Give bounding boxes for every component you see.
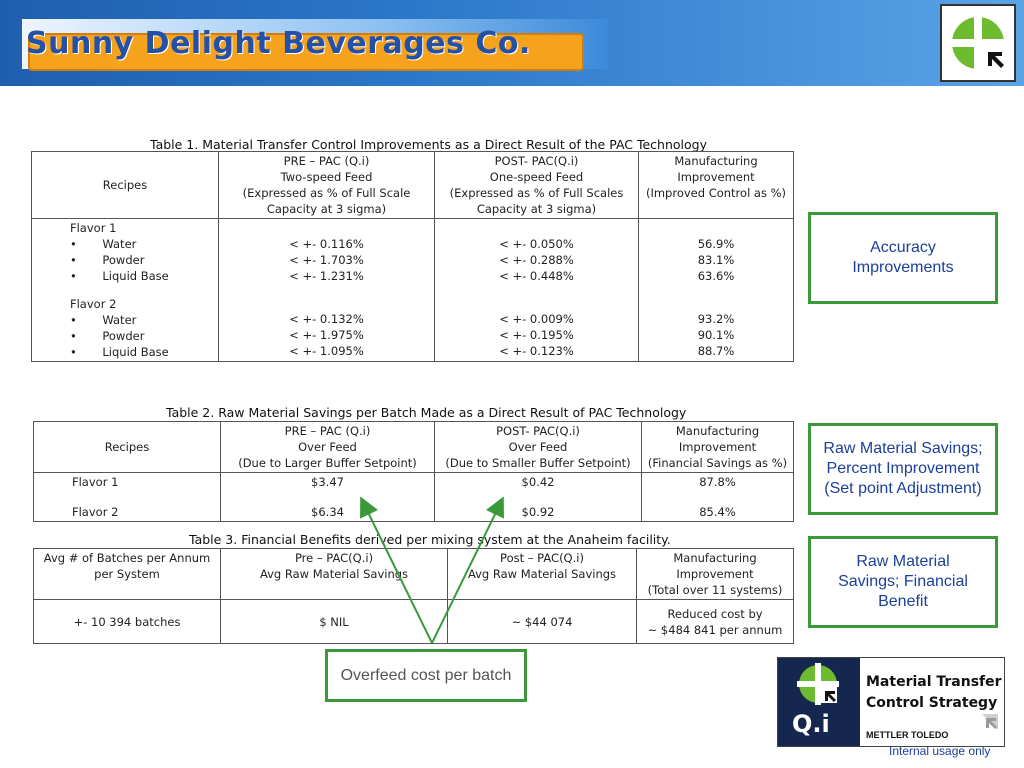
badge-qi-label: Q.i xyxy=(792,710,830,738)
table1-header-improvement: Manufacturing Improvement (Improved Cont… xyxy=(638,151,794,219)
overfeed-callout: Overfeed cost per batch xyxy=(325,649,527,702)
value-cell: < +- 1.975% xyxy=(289,328,364,342)
value-cell: $6.34 xyxy=(311,505,344,519)
table1-recipes-cell: Flavor 1 • Water • Powder • Liquid Base … xyxy=(31,218,219,362)
raw-financial-box: Raw Material Savings; Financial Benefit xyxy=(808,536,998,628)
value-cell: 63.6% xyxy=(697,269,735,283)
badge-title: Material Transfer Control Strategy xyxy=(866,674,1002,711)
raw-percent-label: Raw Material Savings; Percent Improvemen… xyxy=(823,440,983,497)
table1-header-pre: PRE – PAC (Q.i) Two-speed Feed (Expresse… xyxy=(218,151,435,219)
table1-post-cell: < +- 0.050% < +- 0.288% < +- 0.448% < +-… xyxy=(434,218,639,362)
table1-caption: Table 1. Material Transfer Control Impro… xyxy=(150,137,707,152)
value-cell: 87.8% xyxy=(699,475,736,489)
table2-pre-cell: $3.47 $6.34 xyxy=(220,472,435,522)
value-cell: 93.2% xyxy=(697,312,735,326)
table1-improvement-cell: 56.9% 83.1% 63.6% 93.2% 90.1% 88.7% xyxy=(638,218,794,362)
value-cell: < +- 1.231% xyxy=(289,269,364,283)
table3-improvement-cell: Reduced cost by ~ $484 841 per annum xyxy=(636,599,794,644)
value-cell: < +- 0.009% xyxy=(499,312,574,326)
table1-pre-cell: < +- 0.116% < +- 1.703% < +- 1.231% < +-… xyxy=(218,218,435,362)
table2-caption: Table 2. Raw Material Savings per Batch … xyxy=(166,405,687,420)
brand-strip xyxy=(22,19,608,71)
company-brand: Sunny Delight Beverages Co. xyxy=(26,26,531,61)
value-cell: < +- 0.123% xyxy=(499,344,574,358)
qi-logo-icon xyxy=(940,4,1016,82)
table2-improvement-cell: 87.8% 85.4% xyxy=(641,472,794,522)
value-cell: < +- 1.095% xyxy=(289,344,364,358)
badge-company: METTLER TOLEDO xyxy=(866,730,949,740)
overfeed-label: Overfeed cost per batch xyxy=(340,666,512,684)
value-cell: $0.42 xyxy=(521,475,555,489)
list-item: • Water xyxy=(70,313,137,327)
raw-financial-label: Raw Material Savings; Financial Benefit xyxy=(838,553,968,610)
value-cell: $0.92 xyxy=(521,505,555,519)
value-cell: 85.4% xyxy=(699,505,736,519)
value-cell: 56.9% xyxy=(697,237,735,251)
table2: Recipes PRE – PAC (Q.i) Over Feed (Due t… xyxy=(33,421,794,522)
list-item: • Liquid Base xyxy=(70,269,169,283)
list-item: • Powder xyxy=(70,253,145,267)
value-cell: 88.7% xyxy=(697,344,735,358)
value-cell: < +- 0.132% xyxy=(289,312,364,326)
table3-caption: Table 3. Financial Benefits derived per … xyxy=(189,532,671,547)
header-banner: Sunny Delight Beverages Co. xyxy=(0,0,1024,86)
value-cell: < +- 0.116% xyxy=(289,237,364,251)
table-row: Flavor 2 xyxy=(72,505,119,519)
value-cell: < +- 0.288% xyxy=(499,253,574,267)
internal-usage-note: Internal usage only xyxy=(889,744,991,758)
table2-header-improvement: Manufacturing Improvement (Financial Sav… xyxy=(641,421,794,473)
value-cell: $3.47 xyxy=(311,475,344,489)
table-row: Flavor 1 xyxy=(72,475,119,489)
badge-logo-panel: Q.i xyxy=(778,658,860,746)
arrow-to-post xyxy=(431,496,504,644)
table3: Avg # of Batches per Annum per System Pr… xyxy=(33,548,794,644)
brand-plate xyxy=(28,33,584,71)
value-cell: < +- 0.195% xyxy=(499,328,574,342)
table3-header-pre: Pre – PAC(Q.i) Avg Raw Material Savings xyxy=(220,548,448,600)
value-cell: 83.1% xyxy=(697,253,735,267)
value-cell: < +- 1.703% xyxy=(289,253,364,267)
table2-recipes-cell: Flavor 1 Flavor 2 xyxy=(33,472,221,522)
table1-header-recipes: Recipes xyxy=(31,151,219,219)
list-item: • Liquid Base xyxy=(70,345,169,359)
table2-header-recipes: Recipes xyxy=(33,421,221,473)
arrow-corner-icon xyxy=(982,714,998,730)
list-item: • Water xyxy=(70,237,137,251)
table3-batches-cell: +- 10 394 batches xyxy=(33,599,221,644)
table1: Recipes PRE – PAC (Q.i) Two-speed Feed (… xyxy=(31,151,794,362)
table2-header-post: POST- PAC(Q.i) Over Feed (Due to Smaller… xyxy=(434,421,642,473)
group-name: Flavor 1 xyxy=(70,221,117,235)
list-item: • Powder xyxy=(70,329,145,343)
raw-percent-box: Raw Material Savings; Percent Improvemen… xyxy=(808,423,998,515)
group-name: Flavor 2 xyxy=(70,297,117,311)
value-cell: < +- 0.050% xyxy=(499,237,574,251)
value-cell: 90.1% xyxy=(697,328,735,342)
qi-cross-icon xyxy=(797,663,839,705)
table2-post-cell: $0.42 $0.92 xyxy=(434,472,642,522)
accuracy-improvements-box: Accuracy Improvements xyxy=(808,212,998,304)
value-cell: < +- 0.448% xyxy=(499,269,574,283)
table1-header-post: POST- PAC(Q.i) One-speed Feed (Expressed… xyxy=(434,151,639,219)
arrow-to-pre xyxy=(360,496,433,644)
table3-header-improvement: Manufacturing Improvement (Total over 11… xyxy=(636,548,794,600)
material-transfer-badge: Q.i Material Transfer Control Strategy M… xyxy=(777,657,1005,747)
accuracy-label: Accuracy Improvements xyxy=(852,239,954,276)
